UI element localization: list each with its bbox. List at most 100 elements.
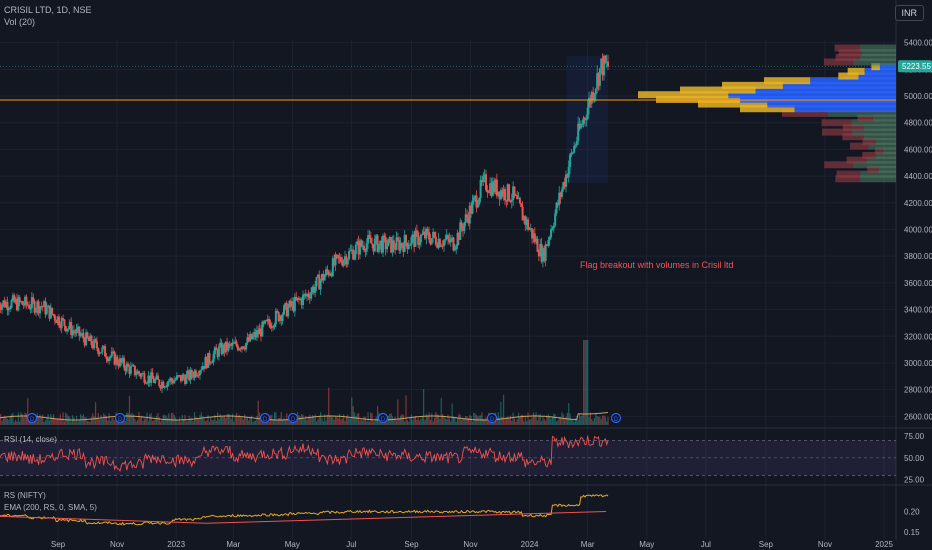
volume-bar [454,417,456,425]
volume-bar [55,418,57,425]
volume-bar [50,414,52,425]
candle-body [556,202,559,206]
volume-profile-up [863,133,896,141]
candle-body [59,325,62,329]
candle-body [32,297,35,301]
time-tick-label: 2025 [875,540,893,549]
volume-bar [589,412,591,425]
volume-bar [433,418,436,425]
volume-bar [371,413,373,425]
volume-profile-down [764,77,811,85]
candle-body [230,344,233,346]
candle-body [90,335,93,345]
volume-bar [427,415,429,425]
candle-body [402,245,405,252]
volume-profile-up [878,165,896,173]
candle-body [85,332,88,346]
volume-profile-down [847,67,865,75]
volume-profile-up [852,58,896,66]
candle-body [312,286,315,293]
volume-bar [555,421,558,425]
price-tick-label: 3400.00 [904,306,932,315]
volume-profile-down [838,49,862,57]
volume-bar [111,418,113,425]
candle-body [188,370,191,381]
volume-bar [424,419,426,425]
volume-bar [470,415,472,425]
candle-body [607,61,610,67]
volume-bar [466,416,468,425]
volume-bar [192,421,194,425]
candle-body [516,195,519,200]
volume-bar [509,415,512,425]
price-tick-label: 4800.00 [904,119,932,128]
volume-bar [16,421,18,425]
candle-body [60,317,63,329]
candle-body [147,375,150,383]
candle-body [367,235,370,244]
candle-body [120,358,123,363]
rsi-tick-label: 50.00 [904,454,925,463]
rsi-title: RSI (14, close) [4,435,57,444]
volume-bar [154,419,156,425]
candle-body [468,205,471,224]
volume-bar [257,400,259,425]
candle-body [426,228,429,232]
candle-body [297,297,300,300]
volume-bar [9,415,11,425]
volume-bar [504,419,506,425]
volume-profile-down [638,91,729,99]
volume-bar [211,420,213,425]
volume-profile-down [838,72,859,80]
candle-body [585,119,588,121]
volume-bar [103,413,105,425]
candle-body [569,154,572,167]
volume-bar [207,414,209,425]
volume-bar [603,415,605,425]
volume-bar [381,421,383,425]
volume-bar [105,416,108,425]
candle-body [47,305,50,308]
volume-bar [138,412,140,425]
volume-bar [249,416,251,425]
volume-bar [543,419,545,425]
volume-bar [183,419,185,425]
volume-bar [435,412,437,425]
volume-bar [306,420,308,425]
candle-body [472,197,475,201]
candle-body [280,315,283,321]
candle-body [53,315,56,321]
volume-bar [329,415,331,425]
volume-bar [444,418,446,425]
candle-body [165,386,168,388]
volume-bar [439,418,441,425]
rs-tick-label: 0.15 [904,528,920,537]
dividend-marker [377,412,389,424]
volume-bar [497,412,499,425]
volume-bar [21,414,23,425]
volume-bar [128,395,131,425]
volume-bar [333,419,335,425]
volume-bar [151,421,154,425]
candle-body [251,335,254,340]
volume-bar [113,420,116,425]
volume-bar [473,412,475,425]
volume-bar [17,412,19,425]
candle-body [262,321,265,324]
candle-body [461,228,464,231]
candle-body [186,370,189,375]
volume-bar [599,416,601,425]
volume-bar [565,416,567,425]
volume-bar [393,420,395,425]
candle-body [154,379,157,383]
rs-line [0,494,609,526]
candle-body [117,363,120,367]
currency-selector[interactable]: INR [894,5,924,21]
candle-body [246,337,249,343]
volume-bar [107,420,109,425]
price-tick-label: 2600.00 [904,412,932,421]
volume-bar [334,416,337,425]
volume-profile-up [858,72,896,80]
volume-bar [27,398,29,425]
volume-bar [368,421,371,425]
